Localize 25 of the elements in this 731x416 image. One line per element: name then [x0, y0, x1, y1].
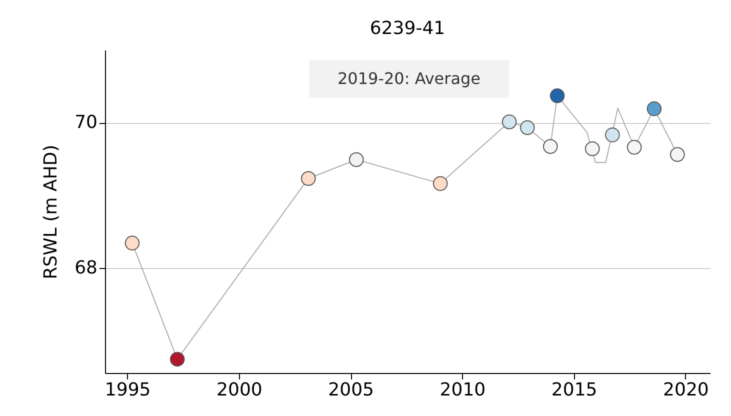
point: [300, 171, 316, 186]
annotation: 2019-20: Average: [337, 69, 481, 88]
point: [646, 101, 662, 116]
point: [520, 120, 535, 136]
point: [170, 352, 185, 367]
x-tick-label: 2010: [440, 380, 486, 400]
chart-title: 6239-41: [370, 18, 446, 39]
point: [550, 88, 565, 104]
point: [542, 139, 558, 154]
point: [584, 141, 600, 156]
point: [670, 147, 685, 162]
x-tick-label: 2020: [663, 380, 709, 400]
x-tick-label: 2005: [328, 380, 374, 400]
y-axis-title: RSWL (m AHD): [40, 144, 62, 280]
point: [502, 114, 517, 130]
x-tick-label: 2000: [216, 380, 262, 400]
point: [124, 236, 140, 250]
y-tick-label: 70: [74, 112, 98, 134]
y-tick-label: 68: [74, 257, 98, 278]
x-tick-label: 1995: [104, 380, 151, 400]
point: [432, 176, 448, 191]
point: [626, 140, 642, 155]
point: [605, 128, 620, 142]
x-tick-label: 2015: [551, 380, 598, 400]
point: [348, 152, 364, 167]
